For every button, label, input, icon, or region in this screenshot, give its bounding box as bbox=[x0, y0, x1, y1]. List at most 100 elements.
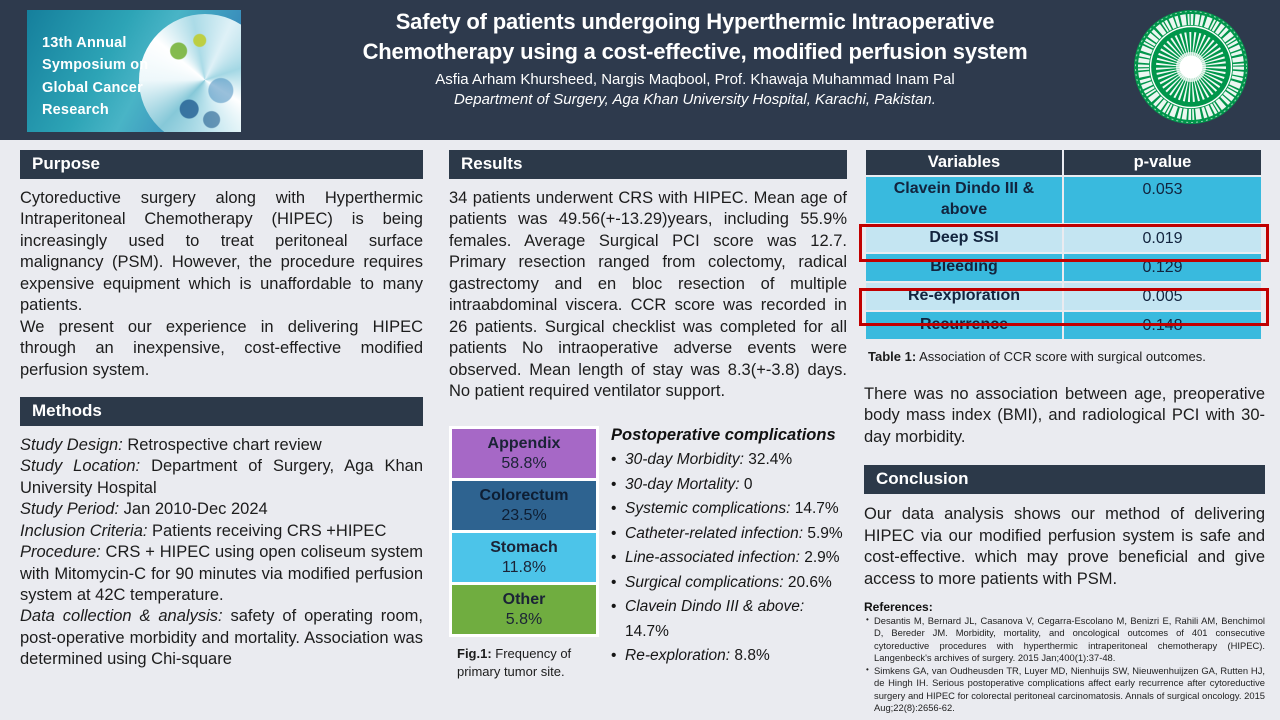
methods-item-text: CRS + HIPEC using open coliseum system w… bbox=[20, 543, 423, 604]
methods-item-label: Data collection & analysis: bbox=[20, 607, 223, 626]
methods-item-label: Study Design: bbox=[20, 435, 123, 454]
complication-label: Catheter-related infection: bbox=[625, 524, 804, 542]
references-heading: References: bbox=[864, 600, 933, 615]
complication-label: Clavein Dindo III & above: bbox=[625, 598, 805, 616]
table-row: Bleeding 0.129 bbox=[866, 254, 1261, 281]
chart-segment-colorectum: Colorectum 23.5% bbox=[452, 481, 596, 531]
segment-value: 11.8% bbox=[501, 558, 547, 576]
complication-item: Surgical complications: 20.6% bbox=[611, 571, 847, 596]
column-left: Purpose Cytoreductive surgery along with… bbox=[20, 150, 423, 671]
complication-label: 30-day Mortality: bbox=[625, 475, 740, 493]
header-banner: 13th Annual Symposium on Global Cancer R… bbox=[0, 0, 1280, 140]
purpose-paragraph-1: Cytoreductive surgery along with Hyperth… bbox=[20, 189, 423, 315]
reference-item: Desantis M, Bernard JL, Casanova V, Cega… bbox=[864, 615, 1265, 665]
table-cell-pvalue: 0.129 bbox=[1063, 254, 1261, 281]
segment-value: 58.8% bbox=[501, 454, 547, 472]
table-cell-variable: Bleeding bbox=[866, 254, 1062, 281]
globe-icon bbox=[139, 14, 241, 132]
table-cell-pvalue: 0.053 bbox=[1063, 177, 1261, 223]
table-cell-pvalue: 0.019 bbox=[1063, 225, 1261, 252]
complication-item: Catheter-related infection: 5.9% bbox=[611, 522, 847, 547]
methods-item-label: Procedure: bbox=[20, 543, 101, 562]
chart-segment-stomach: Stomach 11.8% bbox=[452, 533, 596, 583]
table-header-pvalue: p-value bbox=[1063, 150, 1261, 175]
table-row: Clavein Dindo III & above 0.053 bbox=[866, 177, 1261, 223]
complication-label: Systemic complications: bbox=[625, 500, 791, 518]
methods-item: Study Location: Department of Surgery, A… bbox=[20, 456, 423, 499]
methods-item-label: Study Period: bbox=[20, 500, 120, 519]
segment-label: Appendix bbox=[487, 434, 561, 452]
complication-label: Re-exploration: bbox=[625, 647, 731, 665]
conference-logo-line: Symposium on bbox=[42, 57, 149, 74]
conference-logo-line: Global Cancer bbox=[42, 79, 143, 96]
complication-item: Clavein Dindo III & above: 14.7% bbox=[611, 595, 847, 644]
table-header-variables: Variables bbox=[866, 150, 1062, 175]
table-cell-variable: Clavein Dindo III & above bbox=[866, 177, 1062, 223]
complication-value: 14.7% bbox=[790, 500, 839, 518]
figure-and-complications: Appendix 58.8% Colorectum 23.5% Stomach … bbox=[449, 426, 847, 680]
table-caption: Table 1: Association of CCR score with s… bbox=[864, 349, 1265, 364]
figure-caption: Fig.1: Frequency of primary tumor site. bbox=[449, 645, 589, 680]
table-row: Recurrence 0.148 bbox=[866, 312, 1261, 339]
methods-item: Procedure: CRS + HIPEC using open colise… bbox=[20, 542, 423, 606]
methods-text: Study Design: Retrospective chart review… bbox=[20, 435, 423, 671]
results-heading: Results bbox=[449, 150, 847, 179]
methods-item-text: Department of Surgery, Aga Khan Universi… bbox=[20, 457, 423, 497]
methods-item-text: Patients receiving CRS +HIPEC bbox=[147, 521, 387, 540]
conclusion-paragraph: Our data analysis shows our method of de… bbox=[864, 505, 1265, 588]
segment-label: Other bbox=[502, 590, 546, 608]
chart-segment-appendix: Appendix 58.8% bbox=[452, 429, 596, 479]
table-cell-pvalue: 0.005 bbox=[1063, 283, 1261, 310]
complication-value: 32.4% bbox=[743, 451, 793, 469]
table-row-highlighted: Re-exploration 0.005 bbox=[866, 283, 1261, 310]
complication-value: 14.7% bbox=[625, 622, 669, 640]
methods-item: Study Design: Retrospective chart review bbox=[20, 435, 423, 456]
methods-item-label: Study Location: bbox=[20, 457, 141, 476]
table-cell-variable: Deep SSI bbox=[866, 225, 1062, 252]
conclusion-text: Our data analysis shows our method of de… bbox=[864, 504, 1265, 590]
methods-item-text: Jan 2010-Dec 2024 bbox=[119, 500, 268, 519]
table-cell-variable: Re-exploration bbox=[866, 283, 1062, 310]
tumor-site-chart: Appendix 58.8% Colorectum 23.5% Stomach … bbox=[449, 426, 599, 638]
conference-logo-line: 13th Annual bbox=[42, 35, 127, 51]
conference-logo: 13th Annual Symposium on Global Cancer R… bbox=[27, 10, 241, 132]
reference-item: Simkens GA, van Oudheusden TR, Luyer MD,… bbox=[864, 665, 1265, 715]
complication-value: 2.9% bbox=[799, 549, 840, 567]
methods-item-text: safety of operating room, post-operative… bbox=[20, 607, 423, 669]
methods-item: Study Period: Jan 2010-Dec 2024 bbox=[20, 499, 423, 520]
segment-label: Colorectum bbox=[479, 486, 569, 504]
title-block: Safety of patients undergoing Hypertherm… bbox=[270, 7, 1120, 108]
complication-item: Systemic complications: 14.7% bbox=[611, 497, 847, 522]
table-cell-pvalue: 0.148 bbox=[1063, 312, 1261, 339]
complication-value: 5.9% bbox=[803, 524, 843, 542]
complication-label: Surgical complications: bbox=[625, 573, 784, 591]
complication-value: 8.8% bbox=[730, 647, 770, 665]
segment-value: 5.8% bbox=[505, 610, 543, 628]
complication-value: 20.6% bbox=[783, 573, 832, 591]
methods-item-label: Inclusion Criteria: bbox=[20, 521, 148, 540]
poster-title-line1: Safety of patients undergoing Hypertherm… bbox=[395, 9, 995, 34]
conclusion-heading: Conclusion bbox=[864, 465, 1265, 495]
table-row-highlighted: Deep SSI 0.019 bbox=[866, 225, 1261, 252]
table-header-row: Variables p-value bbox=[866, 150, 1261, 175]
complications-heading: Postoperative complications bbox=[611, 426, 836, 445]
complication-item: Re-exploration: 8.8% bbox=[611, 644, 847, 669]
column-right: Variables p-value Clavein Dindo III & ab… bbox=[859, 148, 1269, 715]
complication-item: 30-day Mortality: 0 bbox=[611, 473, 847, 498]
authors: Asfia Arham Khursheed, Nargis Maqbool, P… bbox=[435, 71, 955, 89]
column-middle: Results 34 patients underwent CRS with H… bbox=[449, 150, 847, 680]
segment-value: 23.5% bbox=[501, 506, 547, 524]
complication-label: Line-associated infection: bbox=[625, 549, 800, 567]
table-cell-variable: Recurrence bbox=[866, 312, 1062, 339]
complication-item: 30-day Morbidity: 32.4% bbox=[611, 448, 847, 473]
methods-item: Inclusion Criteria: Patients receiving C… bbox=[20, 521, 423, 542]
figure-caption-text: Frequency of primary tumor site. bbox=[457, 646, 572, 679]
table-caption-text: Association of CCR score with surgical o… bbox=[916, 349, 1206, 364]
purpose-heading: Purpose bbox=[20, 150, 423, 179]
poster-title-line2: Chemotherapy using a cost-effective, mod… bbox=[362, 39, 1028, 65]
figure-caption-label: Fig.1: bbox=[457, 646, 492, 662]
figure-1: Appendix 58.8% Colorectum 23.5% Stomach … bbox=[449, 426, 599, 680]
table-caption-label: Table 1: bbox=[868, 349, 917, 364]
conference-logo-line: Research bbox=[42, 102, 109, 119]
